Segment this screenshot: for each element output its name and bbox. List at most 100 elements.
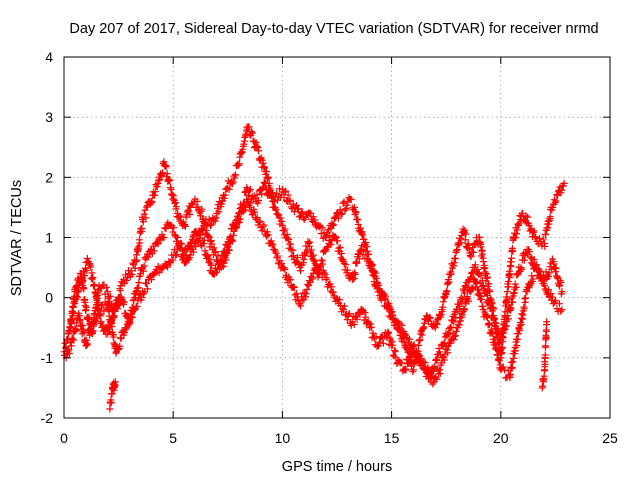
x-tick-label: 10 — [275, 430, 291, 446]
data-point — [135, 279, 143, 287]
data-point — [189, 233, 197, 241]
data-point — [402, 366, 410, 374]
data-point — [358, 242, 366, 250]
data-point — [367, 323, 375, 331]
data-point — [513, 226, 521, 234]
data-point — [455, 321, 463, 329]
data-point — [254, 143, 262, 151]
data-point — [316, 262, 324, 270]
data-point — [421, 363, 429, 371]
data-point — [546, 213, 554, 221]
data-point — [225, 185, 233, 193]
data-point — [286, 240, 294, 248]
data-point — [450, 336, 458, 344]
data-point — [530, 256, 538, 264]
data-point — [200, 236, 208, 244]
data-point — [409, 368, 417, 376]
data-point — [104, 301, 112, 309]
data-point — [520, 305, 528, 313]
data-point — [350, 203, 358, 211]
data-point — [150, 247, 158, 255]
data-point — [119, 297, 127, 305]
data-point — [328, 283, 336, 291]
data-point — [266, 191, 274, 199]
data-point — [225, 246, 233, 254]
data-point — [97, 302, 105, 310]
data-point — [541, 242, 549, 250]
data-point — [82, 303, 90, 311]
data-point — [485, 280, 493, 288]
data-point — [347, 195, 355, 203]
data-point — [108, 322, 116, 330]
data-point — [327, 241, 335, 249]
y-tick-label: 2 — [45, 169, 53, 185]
data-point — [391, 348, 399, 356]
data-point — [531, 233, 539, 241]
data-point — [140, 210, 148, 218]
data-point — [147, 276, 155, 284]
data-point — [453, 246, 461, 254]
data-point — [131, 306, 139, 314]
data-point — [215, 208, 223, 216]
data-point — [321, 270, 329, 278]
data-point — [262, 167, 270, 175]
data-point — [158, 172, 166, 180]
data-point — [490, 315, 498, 323]
data-point — [447, 324, 455, 332]
data-point — [511, 350, 519, 358]
data-point — [255, 218, 263, 226]
data-point — [477, 243, 485, 251]
data-point — [290, 283, 298, 291]
data-point — [433, 320, 441, 328]
data-point — [340, 306, 348, 314]
data-point — [558, 186, 566, 194]
data-point — [444, 349, 452, 357]
data-point — [159, 264, 167, 272]
data-point — [558, 288, 566, 296]
data-points — [60, 123, 568, 413]
data-point — [248, 128, 256, 136]
data-point — [436, 369, 444, 377]
data-point — [552, 264, 560, 272]
data-point — [154, 240, 162, 248]
data-point — [510, 354, 518, 362]
data-point — [331, 233, 339, 241]
data-point — [409, 342, 417, 350]
data-point — [471, 261, 479, 269]
data-point — [106, 405, 114, 413]
data-point — [550, 196, 558, 204]
data-point — [341, 206, 349, 214]
data-point — [124, 320, 132, 328]
data-point — [509, 247, 517, 255]
data-point — [450, 318, 458, 326]
data-point — [135, 242, 143, 250]
data-point — [308, 246, 316, 254]
data-point — [110, 331, 118, 339]
data-point — [557, 307, 565, 315]
data-point — [142, 214, 150, 222]
data-point — [461, 289, 469, 297]
data-point — [369, 329, 377, 337]
data-point — [374, 342, 382, 350]
data-point — [83, 266, 91, 274]
data-point — [246, 185, 254, 193]
data-point — [252, 139, 260, 147]
data-point — [253, 142, 261, 150]
data-point — [154, 179, 162, 187]
data-point — [324, 229, 332, 237]
data-point — [485, 321, 493, 329]
data-point — [186, 210, 194, 218]
data-point — [143, 280, 151, 288]
data-point — [323, 243, 331, 251]
data-point — [320, 269, 328, 277]
data-point — [140, 262, 148, 270]
data-point — [495, 357, 503, 365]
data-point — [536, 267, 544, 275]
data-point — [466, 252, 474, 260]
data-point — [259, 184, 267, 192]
data-point — [372, 269, 380, 277]
data-point — [153, 239, 161, 247]
data-point — [274, 210, 282, 218]
data-point — [225, 246, 233, 254]
data-point — [91, 316, 99, 324]
